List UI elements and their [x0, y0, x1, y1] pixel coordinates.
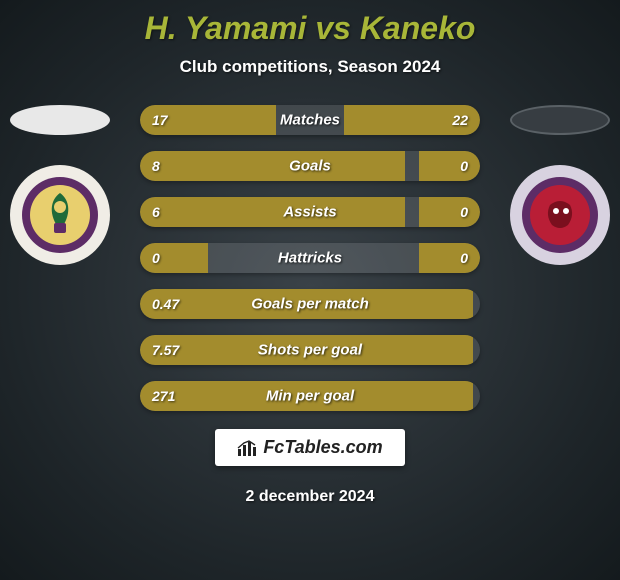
stat-bars-container: 17 22 Matches 8 0 Goals 6 0 Assists 0 0 Hattricks 0.… [140, 105, 480, 411]
stat-row: 0 0 Hattricks [140, 243, 480, 273]
stat-label: Shots per goal [258, 342, 362, 359]
branding-badge: FcTables.com [215, 429, 404, 466]
left-player-column [10, 105, 110, 265]
footer: FcTables.com [0, 429, 620, 466]
stat-label: Min per goal [266, 388, 354, 405]
stat-row: 8 0 Goals [140, 151, 480, 181]
right-team-crest [510, 165, 610, 265]
stat-value-left: 6 [152, 204, 160, 220]
right-player-column [510, 105, 610, 265]
bar-left [140, 243, 208, 273]
stat-value-right: 0 [460, 204, 468, 220]
stat-value-right: 0 [460, 158, 468, 174]
stat-value-left: 271 [152, 388, 175, 404]
bar-right [419, 243, 480, 273]
stat-row: 0.47 Goals per match [140, 289, 480, 319]
bar-right [419, 151, 480, 181]
stat-value-left: 0.47 [152, 296, 179, 312]
left-team-crest [10, 165, 110, 265]
stat-label: Assists [283, 204, 336, 221]
subtitle: Club competitions, Season 2024 [0, 57, 620, 77]
bar-right [419, 197, 480, 227]
stat-row: 17 22 Matches [140, 105, 480, 135]
tokyo-verdy-crest-icon [20, 175, 100, 255]
stat-value-left: 0 [152, 250, 160, 266]
bar-left [140, 197, 405, 227]
stat-value-left: 8 [152, 158, 160, 174]
stat-value-left: 17 [152, 112, 168, 128]
branding-text: FcTables.com [263, 437, 382, 458]
stat-value-right: 22 [452, 112, 468, 128]
kyoto-sanga-crest-icon [520, 175, 600, 255]
date-text: 2 december 2024 [0, 488, 620, 506]
stat-value-right: 0 [460, 250, 468, 266]
stat-row: 271 Min per goal [140, 381, 480, 411]
comparison-panel: 17 22 Matches 8 0 Goals 6 0 Assists 0 0 Hattricks 0.… [0, 105, 620, 411]
stat-value-left: 7.57 [152, 342, 179, 358]
stat-label: Goals [289, 158, 331, 175]
stat-row: 7.57 Shots per goal [140, 335, 480, 365]
right-oval-shape [510, 105, 610, 135]
bar-left [140, 151, 405, 181]
stat-row: 6 0 Assists [140, 197, 480, 227]
stat-label: Hattricks [278, 250, 342, 267]
bars-chart-icon [237, 439, 257, 457]
stat-label: Goals per match [251, 296, 369, 313]
stat-label: Matches [280, 112, 340, 129]
left-oval-shape [10, 105, 110, 135]
page-title: H. Yamami vs Kaneko [0, 0, 620, 47]
